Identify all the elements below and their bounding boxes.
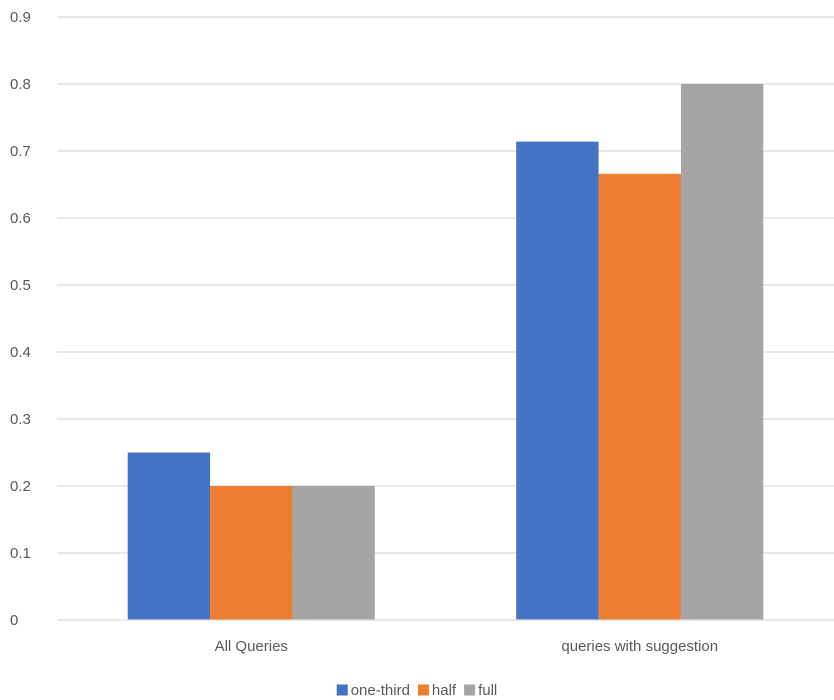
bar-half-1 — [210, 486, 293, 620]
x-category-label: All Queries — [215, 638, 288, 655]
bar-half-2 — [598, 173, 681, 620]
legend-swatch-half — [417, 684, 429, 696]
y-tick-label: 0 — [10, 612, 18, 629]
y-tick-label: 0.8 — [10, 76, 31, 93]
bar-one-third-2 — [516, 141, 599, 620]
bar-one-third-1 — [127, 452, 211, 620]
legend-label: one-third — [351, 682, 410, 699]
legend-swatch-full — [464, 684, 476, 696]
bar-full-1 — [292, 486, 375, 620]
y-tick-label: 0.1 — [10, 545, 31, 562]
legend: one-third half full — [336, 682, 497, 699]
y-axis-tick-labels: 0 0.1 0.2 0.3 0.4 0.5 0.6 0.7 0.8 0.9 — [10, 9, 31, 629]
y-tick-label: 0.2 — [10, 478, 31, 495]
y-tick-label: 0.4 — [10, 344, 31, 361]
x-axis-category-labels: All Queries queries with suggestion — [215, 638, 719, 655]
y-tick-label: 0.5 — [10, 277, 31, 294]
y-tick-label: 0.3 — [10, 411, 31, 428]
y-tick-label: 0.9 — [10, 9, 31, 26]
x-category-label: queries with suggestion — [561, 638, 718, 655]
y-tick-label: 0.7 — [10, 143, 31, 160]
legend-swatch-one-third — [336, 684, 348, 696]
bars — [127, 84, 764, 620]
bar-full-2 — [680, 84, 764, 620]
legend-label: full — [478, 682, 497, 699]
legend-label: half — [432, 682, 457, 699]
y-tick-label: 0.6 — [10, 210, 31, 227]
